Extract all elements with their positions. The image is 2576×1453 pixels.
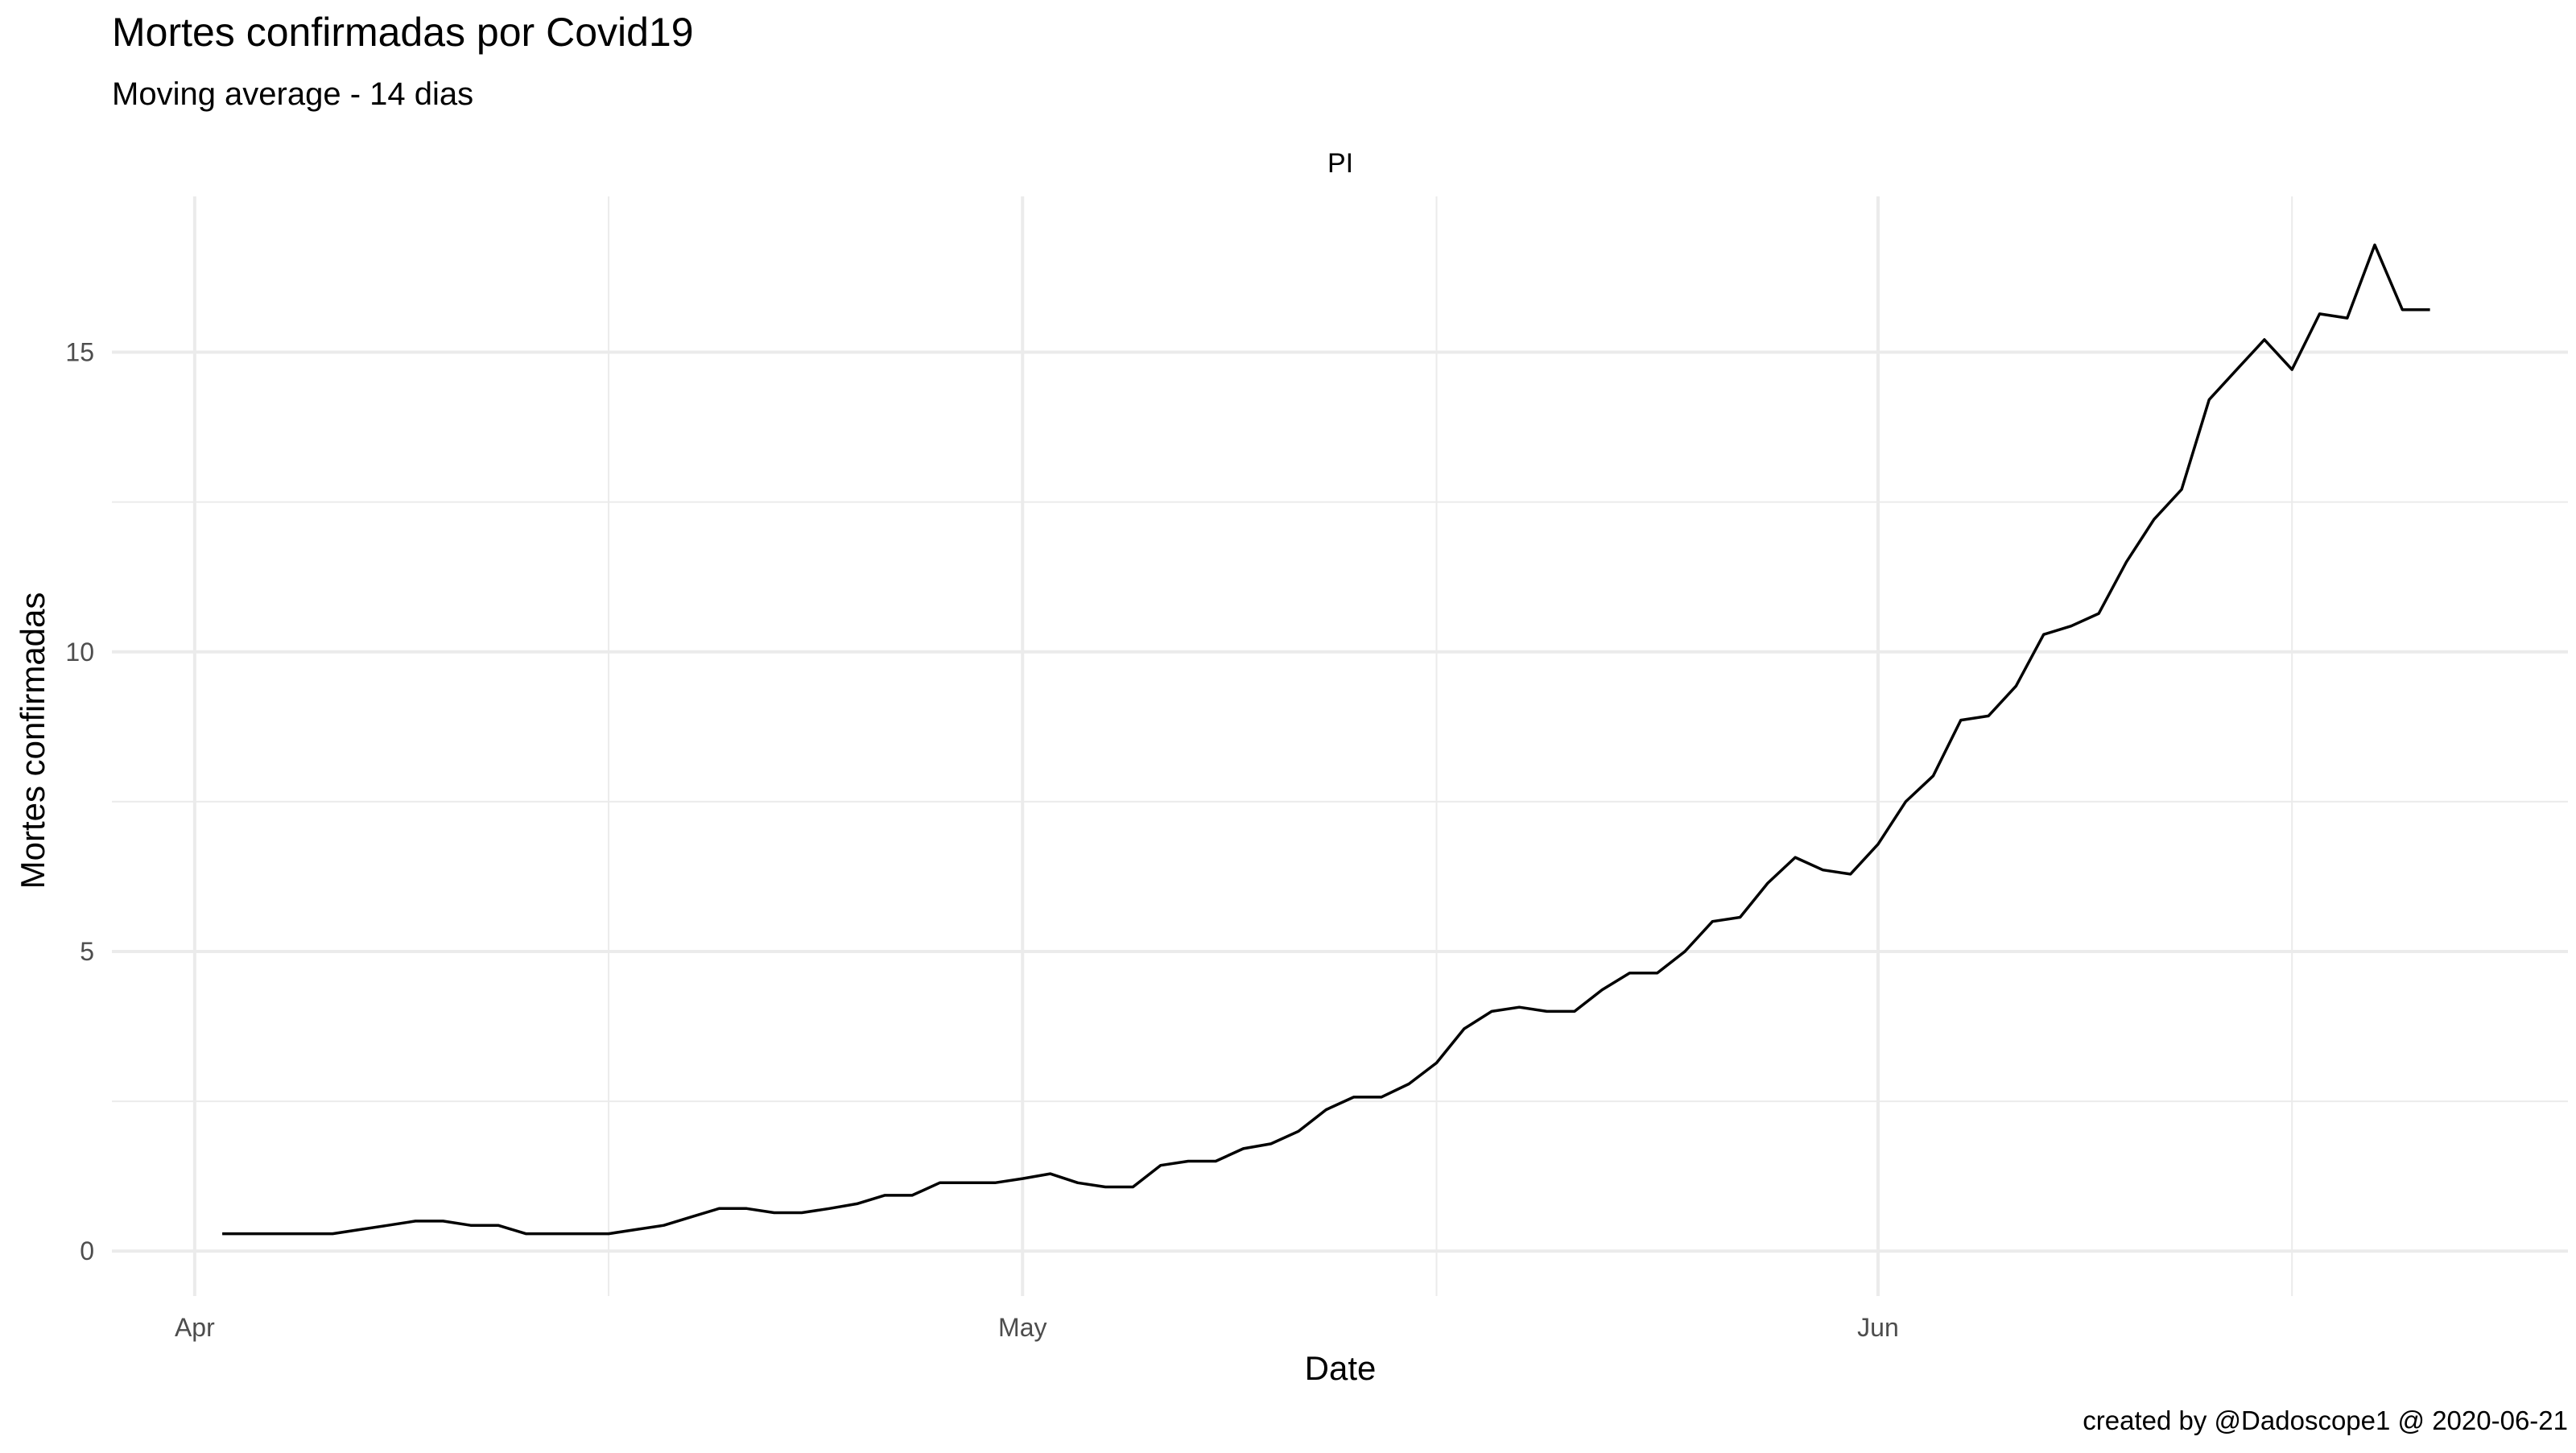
y-tick-label: 10 xyxy=(65,638,94,667)
x-axis-ticks: Apr May Jun xyxy=(175,1313,1899,1342)
chart-caption: created by @Dadoscope1 @ 2020-06-21 xyxy=(2083,1406,2568,1435)
y-tick-label: 0 xyxy=(80,1236,94,1265)
facet-label: PI xyxy=(1327,148,1353,179)
x-axis-label: Date xyxy=(1305,1349,1377,1387)
gridlines xyxy=(112,196,2568,1296)
y-axis-label: Mortes confirmadas xyxy=(14,592,52,890)
series-layer xyxy=(222,243,2430,1236)
chart-title: Mortes confirmadas por Covid19 xyxy=(112,10,694,55)
y-tick-label: 5 xyxy=(80,937,94,966)
x-tick-label: May xyxy=(998,1313,1046,1342)
chart-subtitle: Moving average - 14 dias xyxy=(112,76,473,112)
series-line xyxy=(222,243,2430,1236)
y-tick-label: 15 xyxy=(65,338,94,367)
x-tick-label: Apr xyxy=(175,1313,215,1342)
y-axis-ticks: 0 5 10 15 xyxy=(65,338,94,1266)
x-tick-label: Jun xyxy=(1857,1313,1899,1342)
